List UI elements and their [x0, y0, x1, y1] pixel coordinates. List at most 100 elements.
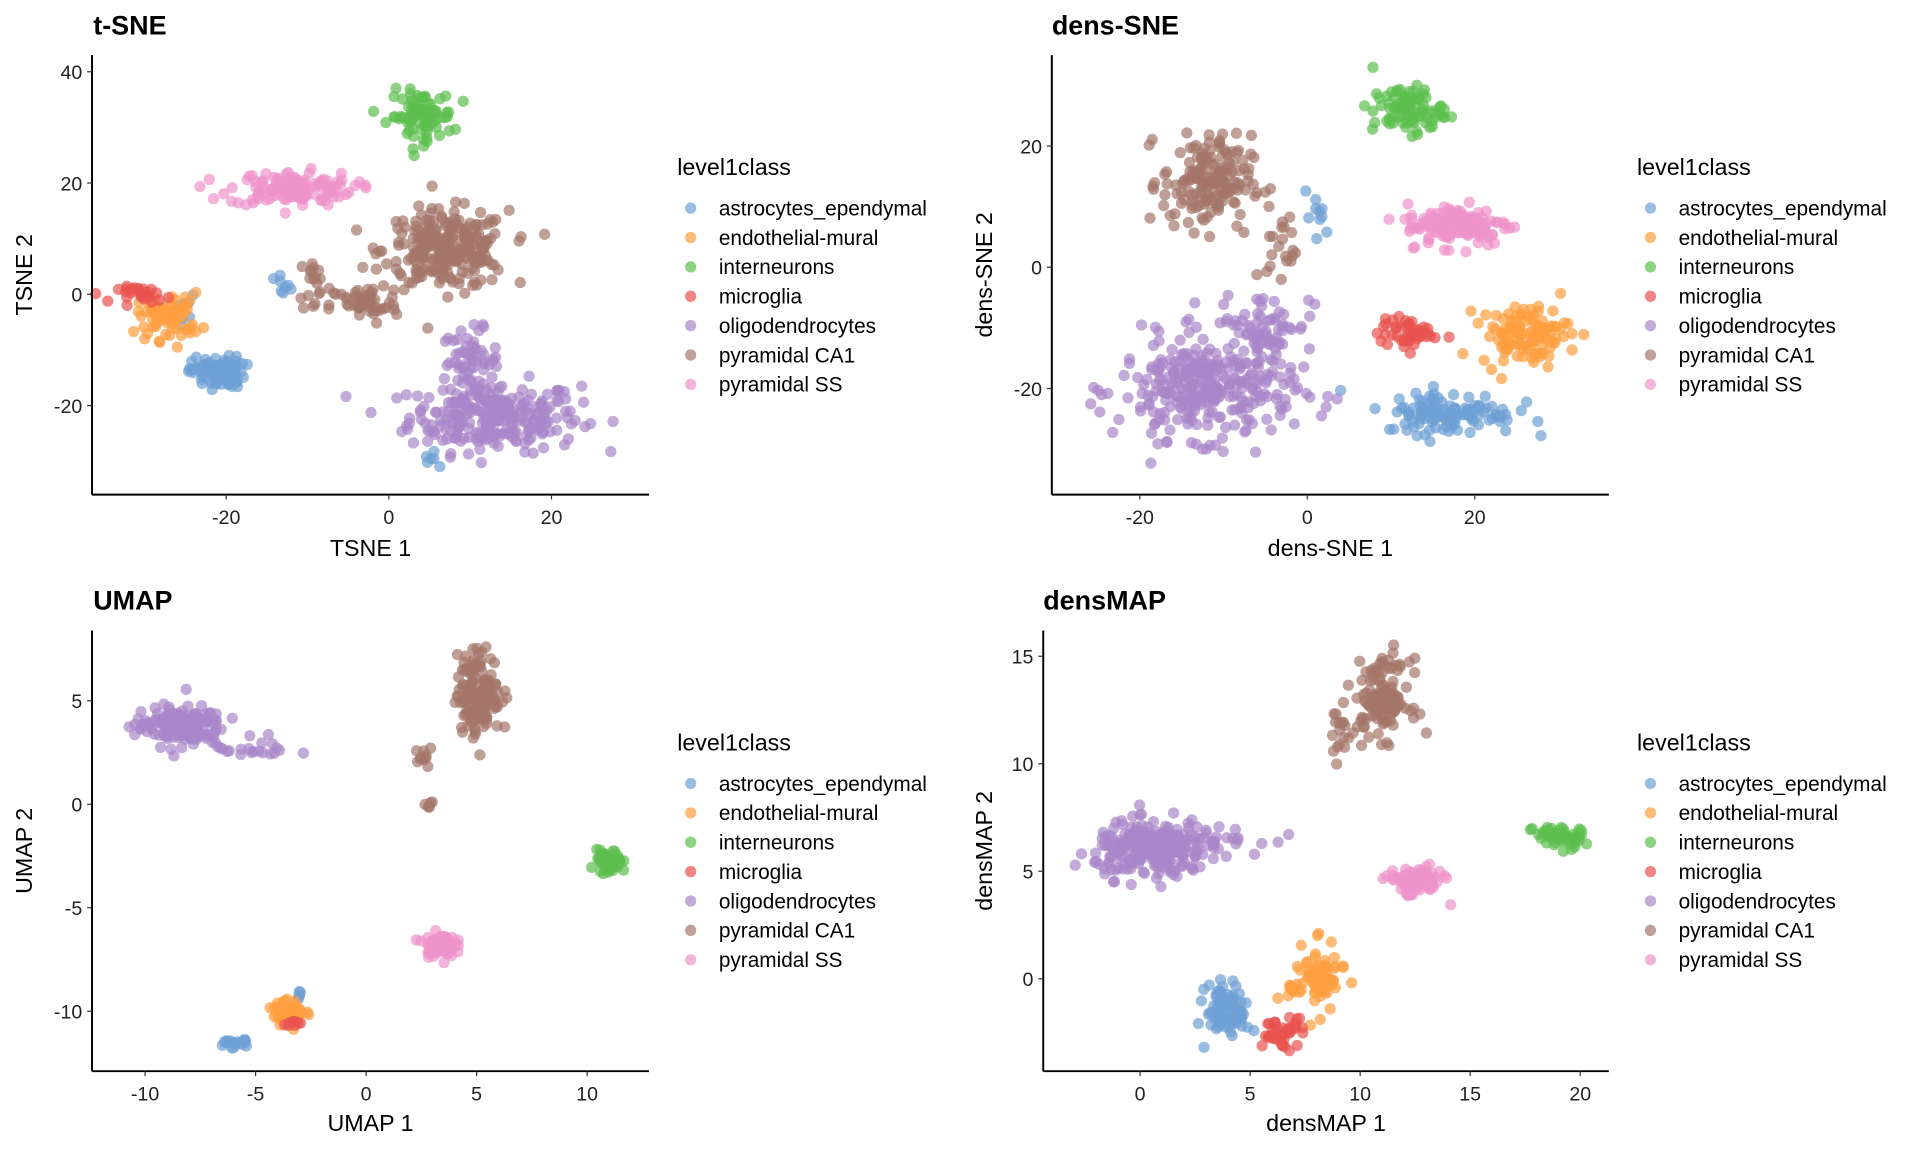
- point-pyramidal-CA1: [1161, 178, 1173, 190]
- point-pyramidal-CA1: [341, 293, 354, 305]
- point-pyramidal-CA1: [297, 302, 310, 314]
- point-endothelial-mural: [1542, 361, 1554, 373]
- point-pyramidal-CA1: [501, 692, 513, 704]
- point-oligodendrocytes: [1277, 319, 1289, 331]
- y-tick-label: -10: [54, 1002, 82, 1024]
- point-endothelial-mural: [1549, 332, 1562, 345]
- legend-item: pyramidal SS: [685, 949, 843, 972]
- point-astrocytes-ependymal: [1427, 380, 1440, 393]
- point-pyramidal-SS: [1470, 212, 1482, 224]
- panel-title: t-SNE: [93, 10, 166, 40]
- point-oligodendrocytes: [506, 417, 519, 430]
- point-oligodendrocytes: [1094, 406, 1106, 418]
- point-pyramidal-CA1: [453, 214, 465, 226]
- legend-key: [685, 378, 697, 391]
- point-oligodendrocytes: [515, 401, 528, 414]
- point-pyramidal-CA1: [1188, 227, 1200, 239]
- legend-title: level1class: [1637, 729, 1751, 755]
- y-tick-label: 0: [71, 795, 82, 817]
- point-pyramidal-SS: [1424, 883, 1436, 896]
- x-tick-label: -10: [131, 1084, 159, 1106]
- point-oligodendrocytes: [490, 360, 503, 372]
- point-oligodendrocytes: [1138, 867, 1151, 879]
- legend-item: microglia: [685, 861, 802, 884]
- point-astrocytes-ependymal: [1500, 425, 1512, 437]
- point-oligodendrocytes: [490, 351, 502, 363]
- point-pyramidal-CA1: [1400, 681, 1412, 693]
- point-pyramidal-CA1: [371, 317, 383, 329]
- point-oligodendrocytes: [1222, 289, 1234, 302]
- point-endothelial-mural: [1497, 313, 1510, 325]
- point-oligodendrocytes: [1147, 831, 1159, 843]
- point-pyramidal-CA1: [1184, 174, 1197, 186]
- point-interneurons: [585, 861, 598, 873]
- point-oligodendrocytes: [560, 393, 572, 405]
- point-microglia: [1414, 324, 1426, 336]
- point-oligodendrocytes: [1218, 298, 1230, 310]
- point-oligodendrocytes: [1261, 368, 1273, 381]
- points: [90, 82, 619, 473]
- legend-key: [685, 231, 697, 244]
- point-pyramidal-CA1: [474, 206, 487, 219]
- point-oligodendrocytes: [1177, 841, 1190, 854]
- point-pyramidal-SS: [1423, 858, 1436, 870]
- point-interneurons: [1386, 86, 1398, 98]
- point-oligodendrocytes: [492, 440, 504, 452]
- legend-key: [685, 924, 697, 937]
- point-pyramidal-CA1: [1337, 696, 1350, 709]
- y-tick-label: 0: [71, 285, 82, 307]
- point-interneurons: [396, 93, 409, 105]
- x-tick-label: 20: [541, 507, 563, 529]
- point-astrocytes-ependymal: [1532, 415, 1544, 428]
- point-pyramidal-CA1: [467, 675, 479, 687]
- point-oligodendrocytes: [180, 683, 192, 695]
- point-oligodendrocytes: [1174, 334, 1186, 346]
- point-interneurons: [1550, 827, 1562, 840]
- point-oligodendrocytes: [262, 728, 275, 741]
- point-pyramidal-CA1: [1331, 758, 1343, 770]
- point-oligodendrocytes: [1191, 418, 1203, 431]
- point-microglia: [1443, 331, 1455, 343]
- point-oligodendrocytes: [1315, 410, 1328, 422]
- point-pyramidal-CA1: [386, 291, 398, 303]
- point-oligodendrocytes: [1145, 427, 1158, 439]
- point-oligodendrocytes: [1150, 872, 1163, 884]
- point-pyramidal-CA1: [1237, 154, 1249, 166]
- point-pyramidal-SS: [226, 182, 238, 194]
- point-endothelial-mural: [146, 306, 158, 318]
- point-oligodendrocytes: [1194, 861, 1206, 873]
- point-oligodendrocytes: [226, 712, 238, 724]
- point-oligodendrocytes: [1270, 393, 1283, 405]
- point-oligodendrocytes: [477, 364, 490, 376]
- point-oligodendrocytes: [1322, 390, 1334, 403]
- y-tick-label: 5: [1023, 862, 1034, 884]
- legend-item: endothelial-mural: [1644, 227, 1838, 250]
- point-pyramidal-CA1: [1383, 662, 1396, 675]
- point-pyramidal-CA1: [422, 322, 434, 334]
- point-oligodendrocytes: [1189, 849, 1201, 861]
- point-astrocytes-ependymal: [1321, 226, 1333, 238]
- point-oligodendrocytes: [149, 702, 161, 714]
- point-astrocytes-ependymal: [1310, 193, 1322, 206]
- point-pyramidal-CA1: [458, 197, 470, 209]
- point-endothelial-mural: [1534, 331, 1546, 343]
- point-astrocytes-ependymal: [1486, 400, 1498, 412]
- point-oligodendrocytes: [160, 730, 172, 743]
- point-pyramidal-CA1: [419, 226, 432, 238]
- point-oligodendrocytes: [584, 417, 597, 430]
- panel-title: dens-SNE: [1052, 10, 1179, 40]
- point-pyramidal-CA1: [1224, 185, 1236, 197]
- point-pyramidal-SS: [207, 193, 220, 205]
- legend-label: astrocytes_ependymal: [719, 773, 927, 796]
- point-oligodendrocytes: [1103, 829, 1116, 842]
- point-oligodendrocytes: [1142, 389, 1154, 402]
- point-pyramidal-CA1: [463, 705, 475, 717]
- y-tick-label: 0: [1023, 969, 1034, 991]
- point-oligodendrocytes: [1304, 310, 1316, 322]
- point-astrocytes-ependymal: [223, 349, 235, 362]
- x-axis-title: densMAP 1: [1266, 1110, 1386, 1136]
- point-pyramidal-SS: [1463, 196, 1475, 208]
- point-pyramidal-CA1: [1263, 200, 1275, 213]
- point-pyramidal-CA1: [486, 258, 498, 271]
- point-pyramidal-CA1: [420, 749, 432, 761]
